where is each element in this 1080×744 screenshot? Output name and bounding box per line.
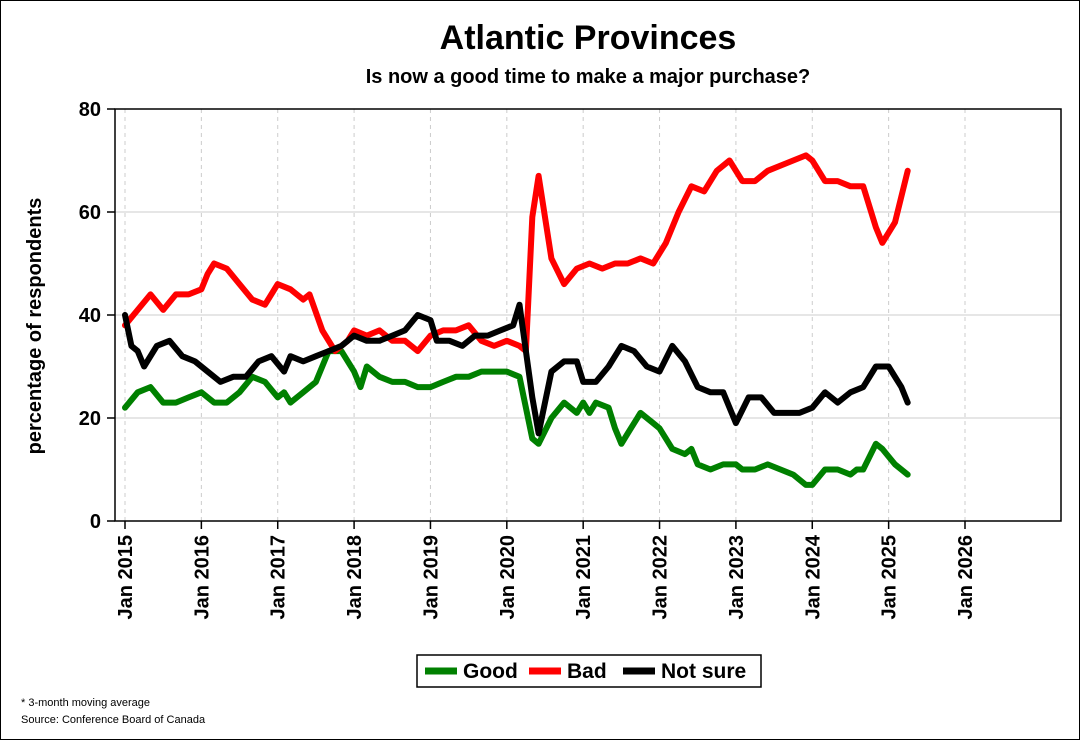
x-tick-label: Jan 2020 xyxy=(497,535,519,620)
y-tick-label: 40 xyxy=(79,305,101,327)
series-line-bad xyxy=(122,152,911,355)
legend-good-label: Good xyxy=(463,660,518,683)
x-tick-label: Jan 2018 xyxy=(344,535,366,620)
y-tick-label: 0 xyxy=(90,511,101,533)
footnote-moving-average: * 3-month moving average xyxy=(21,697,150,709)
x-tick-label: Jan 2019 xyxy=(420,535,442,620)
legend-not-sure-label: Not sure xyxy=(661,660,746,683)
y-axis-ticks: 0 20 40 60 80 xyxy=(79,99,115,533)
series-line-good xyxy=(122,348,911,488)
x-tick-label: Jan 2024 xyxy=(802,534,824,619)
x-tick-label: Jan 2023 xyxy=(726,535,748,620)
x-tick-label: Jan 2017 xyxy=(268,535,290,620)
footnote-source: Source: Conference Board of Canada xyxy=(21,714,206,726)
x-tick-label: Jan 2015 xyxy=(115,535,137,620)
legend-bad-label: Bad xyxy=(567,660,607,683)
gridlines xyxy=(115,109,1061,521)
legend-box xyxy=(416,654,762,688)
y-tick-label: 60 xyxy=(79,202,101,224)
x-tick-label: Jan 2021 xyxy=(573,535,595,620)
series-line-not-sure xyxy=(122,301,911,437)
x-tick-label: Jan 2016 xyxy=(191,535,213,620)
legend: Good Bad Not sure xyxy=(416,654,762,688)
chart-title: Atlantic Provinces xyxy=(440,19,737,57)
y-tick-label: 20 xyxy=(79,408,101,430)
x-tick-label: Jan 2022 xyxy=(650,535,672,620)
y-axis-label: percentage of respondents xyxy=(24,198,46,455)
x-tick-label: Jan 2026 xyxy=(955,535,977,620)
x-tick-label: Jan 2025 xyxy=(879,535,901,620)
y-tick-label: 80 xyxy=(79,99,101,121)
chart-subtitle: Is now a good time to make a major purch… xyxy=(366,66,811,88)
x-axis-ticks: Jan 2015 Jan 2016 Jan 2017 Jan 2018 Jan 2019… xyxy=(115,521,977,620)
series-lines xyxy=(122,152,911,488)
